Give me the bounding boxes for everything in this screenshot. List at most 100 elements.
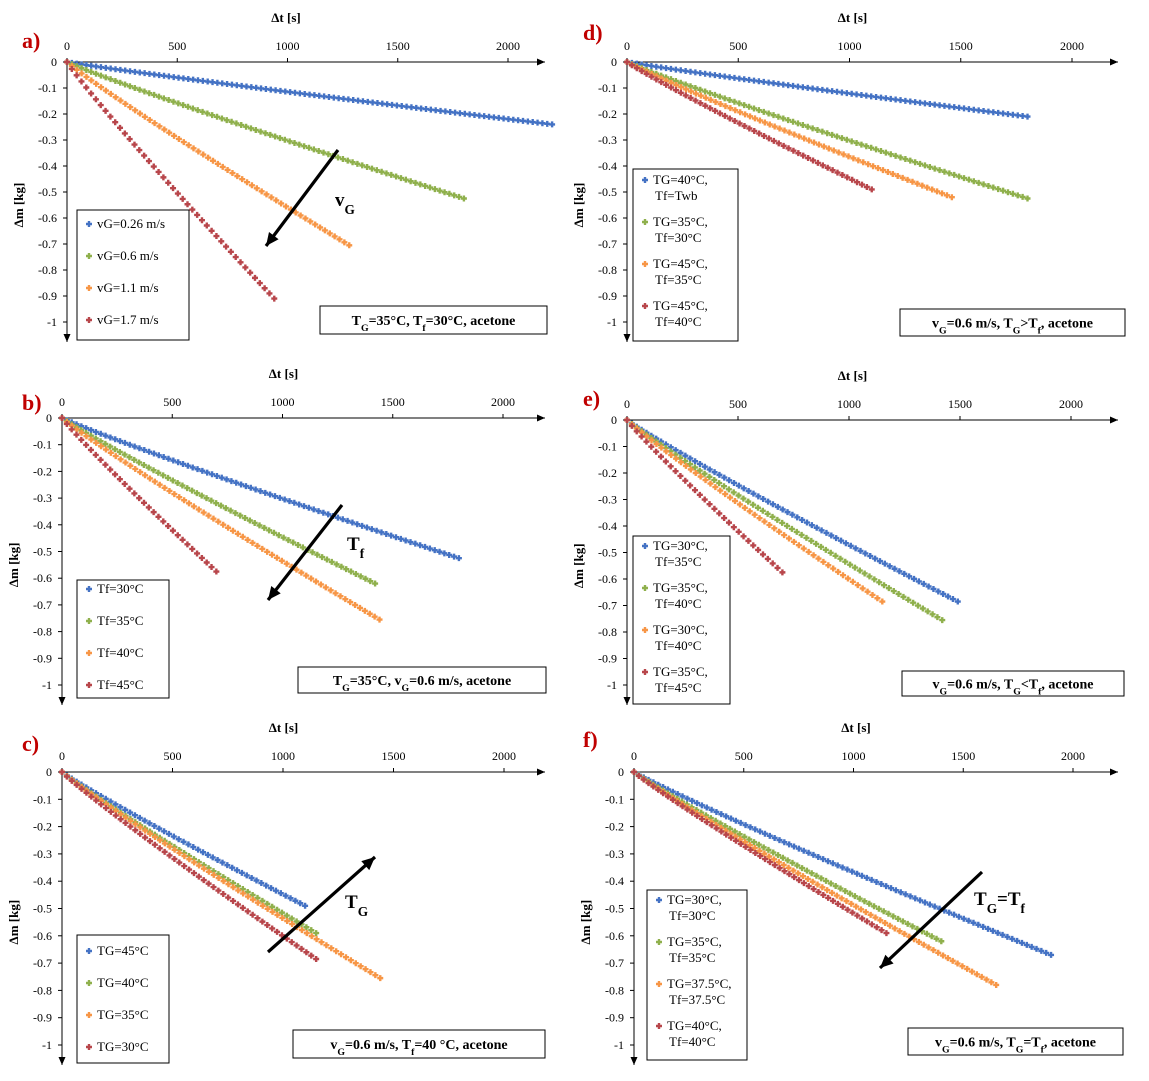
data-point (696, 460, 703, 467)
data-point (132, 821, 139, 828)
data-point (717, 487, 724, 494)
data-point (835, 568, 842, 575)
data-point (983, 976, 990, 983)
data-point (795, 845, 802, 852)
data-point (914, 180, 921, 187)
data-point (840, 572, 847, 579)
trend-arrow-head (266, 232, 279, 246)
legend-entry: TG=45°C, (653, 298, 708, 313)
data-point (975, 179, 982, 186)
data-point (722, 103, 729, 110)
data-point (209, 157, 216, 164)
data-point (451, 192, 458, 199)
data-point (750, 501, 757, 508)
data-point (912, 895, 919, 902)
data-point (995, 186, 1002, 193)
data-point (315, 148, 322, 155)
data-point (136, 495, 143, 502)
data-point (765, 110, 772, 117)
data-point (180, 102, 187, 109)
y-tick-label: -0.6 (33, 571, 52, 585)
data-point (352, 601, 359, 608)
data-point (1009, 190, 1016, 197)
data-point (337, 593, 344, 600)
data-point (402, 537, 409, 544)
data-point (93, 70, 100, 77)
panel-letter: a) (22, 28, 40, 53)
data-point (166, 129, 173, 136)
data-point (186, 856, 193, 863)
data-point (107, 443, 114, 450)
data-point (127, 104, 134, 111)
data-point (160, 518, 167, 525)
data-point (245, 893, 252, 900)
data-point (223, 476, 230, 483)
data-point (940, 591, 947, 597)
x-tick-label: 1000 (271, 395, 295, 409)
data-point (692, 90, 699, 97)
data-point (217, 502, 224, 509)
y-tick-label: -0.9 (598, 652, 617, 666)
data-point (308, 927, 315, 934)
data-point (837, 555, 844, 562)
data-point (677, 89, 684, 96)
data-point (964, 965, 971, 972)
data-point (825, 145, 832, 152)
data-point (97, 456, 104, 463)
legend-entry: TG=40°C, (667, 1018, 722, 1033)
data-point (692, 97, 699, 104)
x-axis-title: Δt [s] (269, 366, 298, 381)
data-point (660, 790, 667, 797)
data-point (701, 470, 708, 477)
x-tick-label: 500 (168, 39, 186, 53)
data-point (107, 90, 114, 97)
data-point (988, 979, 995, 986)
y-tick-label: 0 (46, 765, 52, 779)
data-point (722, 491, 729, 498)
data-point (357, 573, 364, 580)
trend-arrow: TG=Tf (878, 870, 1026, 970)
data-point (842, 540, 849, 547)
data-point (747, 113, 754, 120)
data-point (208, 227, 215, 234)
data-point (98, 443, 105, 450)
data-point (766, 859, 773, 866)
data-point (150, 450, 157, 457)
data-point (805, 849, 812, 856)
y-tick-label: -0.2 (605, 820, 624, 834)
x-axis-arrowhead (1110, 768, 1118, 776)
data-point (915, 939, 922, 946)
y-tick-label: -0.2 (33, 464, 52, 478)
legend-entry: TG=40°C (97, 975, 149, 990)
data-point (145, 464, 152, 471)
data-point (93, 439, 100, 446)
legend-entry: Tf=40°C (97, 645, 143, 660)
data-point (838, 537, 845, 544)
data-point (97, 430, 104, 437)
data-point (960, 915, 967, 922)
data-point (257, 128, 264, 135)
legend-entry-line2: Tf=35°C (655, 272, 701, 287)
data-point (703, 819, 710, 826)
data-point (737, 819, 744, 826)
data-point (397, 175, 404, 182)
trend-arrow-label: TG=Tf (974, 889, 1026, 916)
data-point (275, 532, 282, 539)
data-point (732, 497, 739, 504)
y-tick-label: -0.4 (38, 159, 57, 173)
legend-entry: TG=30°C, (667, 892, 722, 907)
data-point (142, 472, 149, 479)
x-tick-label: 0 (624, 39, 630, 53)
data-point (757, 828, 764, 835)
legend-entry: TG=35°C (97, 1007, 149, 1022)
data-point (117, 804, 124, 811)
data-point (711, 91, 718, 98)
data-point (372, 580, 379, 587)
data-point (817, 543, 824, 550)
data-point (765, 135, 772, 142)
data-point (849, 578, 856, 585)
data-point (854, 870, 861, 877)
data-point (215, 518, 222, 525)
data-point (190, 870, 197, 877)
data-point (872, 555, 879, 562)
